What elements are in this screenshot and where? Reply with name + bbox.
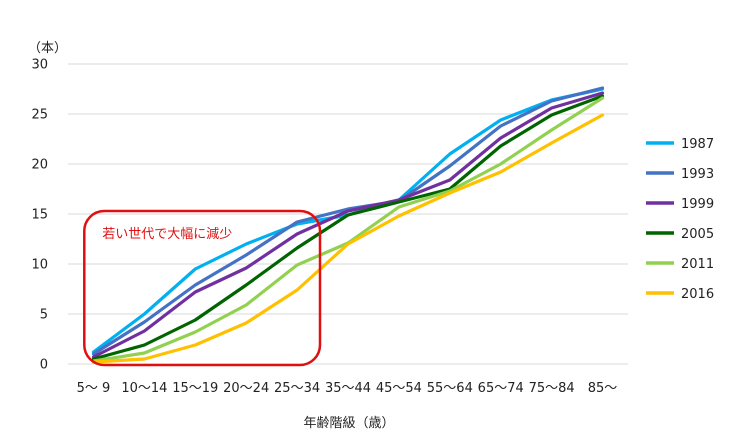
x-axis-ticks: 5～ 9 10～14 15～19 20～24 25～34 35～44 45～54 55～64 6… <box>77 381 618 396</box>
y-tick-label: 10 <box>31 258 48 273</box>
annotation-text: 若い世代で大幅に減少 <box>102 226 232 242</box>
y-axis-ticks: 0 5 10 15 20 25 30 <box>31 58 48 373</box>
x-tick-label: 25～34 <box>274 381 320 396</box>
series-line-2016 <box>91 113 605 364</box>
legend-label-2011: 2011 <box>681 257 714 272</box>
annotation: 若い世代で大幅に減少 <box>83 209 322 367</box>
x-tick-label: 65～74 <box>478 381 524 396</box>
y-tick-label: 25 <box>31 108 48 123</box>
x-tick-label: 55～64 <box>427 381 473 396</box>
y-tick-label: 5 <box>40 308 48 323</box>
annotation-box <box>83 209 322 367</box>
series-line-2005 <box>91 94 605 361</box>
x-tick-label: 5～ 9 <box>77 381 111 396</box>
series-line-1999 <box>91 91 605 359</box>
x-axis-title: 年齢階級（歳） <box>303 416 394 431</box>
x-tick-label: 15～19 <box>172 381 218 396</box>
legend: 1987 1993 1999 2005 2011 2016 <box>646 137 714 302</box>
legend-label-2005: 2005 <box>681 227 714 242</box>
series-line-1993 <box>91 86 605 356</box>
y-unit-label: （本） <box>28 41 67 56</box>
x-tick-label: 85～ <box>588 381 618 396</box>
gridlines <box>68 63 628 365</box>
x-tick-label: 45～54 <box>376 381 422 396</box>
legend-label-2016: 2016 <box>681 287 714 302</box>
x-tick-label: 35～44 <box>325 381 371 396</box>
x-tick-label: 75～84 <box>529 381 575 396</box>
legend-label-1993: 1993 <box>681 167 714 182</box>
y-tick-label: 15 <box>31 208 48 223</box>
y-tick-label: 30 <box>31 58 48 73</box>
legend-label-1987: 1987 <box>681 137 714 152</box>
y-tick-label: 20 <box>31 158 48 173</box>
series-lines <box>91 86 605 364</box>
x-tick-label: 10～14 <box>121 381 167 396</box>
legend-label-1999: 1999 <box>681 197 714 212</box>
y-tick-label: 0 <box>40 358 48 373</box>
x-tick-label: 20～24 <box>223 381 269 396</box>
